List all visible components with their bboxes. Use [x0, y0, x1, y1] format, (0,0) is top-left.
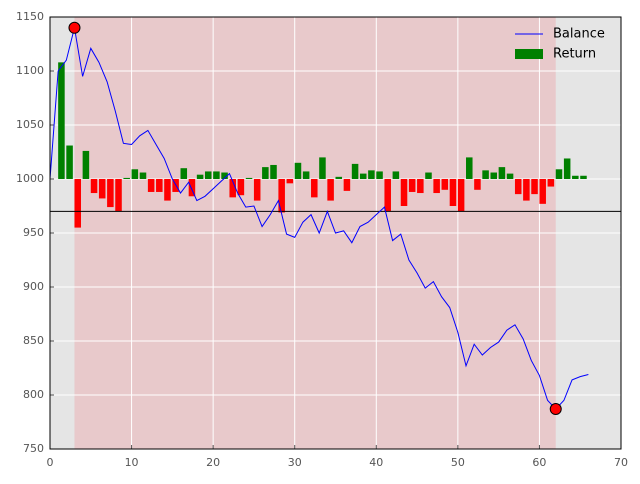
return-bar — [351, 163, 359, 179]
return-bar — [302, 171, 310, 179]
return-bar — [327, 179, 334, 201]
return-bar — [319, 157, 326, 179]
return-bar — [384, 179, 391, 212]
return-bar — [253, 179, 261, 201]
return-bar — [580, 175, 587, 179]
return-bar — [392, 171, 400, 179]
return-bar — [139, 172, 147, 179]
return-bar — [335, 176, 343, 179]
y-tick-label: 1000 — [16, 172, 44, 185]
return-bar — [523, 179, 530, 201]
return-bar — [433, 179, 440, 194]
return-bar — [115, 179, 122, 212]
return-bar — [147, 179, 155, 192]
return-bar — [237, 179, 245, 196]
x-tick-label: 70 — [614, 456, 628, 469]
y-tick-label: 850 — [23, 334, 44, 347]
x-tick-label: 60 — [532, 456, 546, 469]
extreme-marker — [549, 403, 562, 416]
y-tick-label: 800 — [23, 388, 44, 401]
return-bar — [400, 179, 408, 206]
return-bar — [188, 179, 196, 197]
return-bar — [514, 179, 522, 195]
return-bar — [66, 145, 73, 179]
return-bar — [156, 179, 163, 192]
x-tick-label: 0 — [47, 456, 54, 469]
return-bar — [457, 179, 465, 212]
x-tick-label: 40 — [369, 456, 383, 469]
return-bar — [482, 170, 489, 179]
return-bar — [343, 179, 351, 191]
y-tick-label: 750 — [23, 442, 44, 455]
return-bar — [563, 158, 571, 179]
return-bar — [408, 179, 416, 192]
return-bar — [107, 179, 114, 208]
return-bar — [204, 171, 212, 179]
return-bar — [164, 179, 171, 201]
return-bar — [196, 174, 204, 179]
return-bar — [98, 179, 106, 199]
return-bar — [213, 171, 220, 179]
return-bar — [466, 157, 473, 179]
return-bar — [131, 169, 139, 179]
return-bar — [286, 179, 294, 184]
y-tick-label: 1150 — [16, 10, 44, 23]
legend-label: Balance — [553, 27, 605, 42]
return-bar — [180, 168, 188, 179]
x-tick-label: 30 — [288, 456, 302, 469]
return-bar — [74, 179, 81, 228]
return-bar — [270, 164, 277, 179]
x-tick-label: 20 — [206, 456, 220, 469]
balance-line — [49, 27, 589, 410]
return-bar — [229, 179, 236, 198]
return-bar — [490, 172, 498, 179]
return-bar — [262, 167, 269, 179]
y-tick-label: 1050 — [16, 118, 44, 131]
x-tick-label: 10 — [125, 456, 139, 469]
return-bar — [90, 179, 98, 194]
return-bar — [245, 177, 253, 179]
return-bar — [376, 171, 383, 179]
legend-label: Return — [553, 47, 596, 62]
y-tick-label: 900 — [23, 280, 44, 293]
return-bar — [539, 179, 546, 204]
return-bar — [359, 173, 367, 179]
return-bar — [123, 177, 130, 179]
plot-frame — [49, 16, 622, 450]
y-tick-label: 950 — [23, 226, 44, 239]
return-bar — [506, 173, 514, 179]
return-bar — [555, 169, 563, 179]
x-tick-label: 50 — [451, 456, 465, 469]
return-bar — [294, 162, 302, 179]
extreme-marker — [68, 21, 81, 34]
return-bar — [425, 172, 432, 179]
return-bar — [221, 172, 228, 179]
return-bar — [58, 62, 65, 179]
y-tick-label: 1100 — [16, 64, 44, 77]
return-bar — [278, 179, 285, 213]
return-bar — [572, 175, 579, 179]
legend-swatch — [515, 49, 543, 59]
return-bar — [449, 179, 457, 206]
return-bar — [474, 179, 481, 190]
return-bar — [547, 179, 555, 187]
return-bar — [441, 179, 449, 190]
return-bar — [531, 179, 538, 195]
return-bar — [368, 170, 375, 179]
return-bar — [498, 167, 506, 179]
return-bar — [311, 179, 318, 198]
return-bar — [82, 150, 90, 179]
return-bar — [417, 179, 424, 194]
